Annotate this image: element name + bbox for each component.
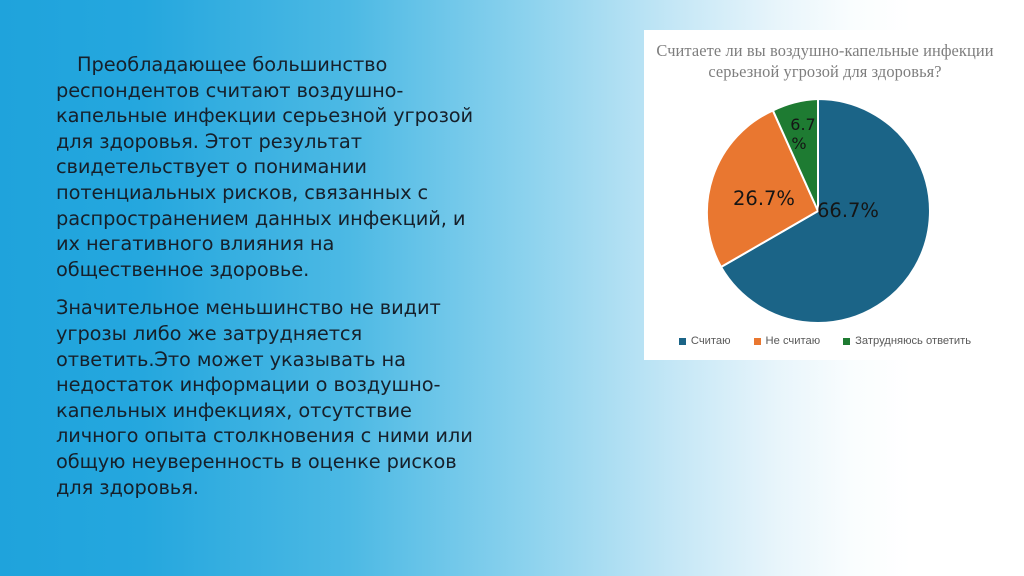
pie-label-zatrudnyayus-value: 6.7 [790,115,815,134]
pie-slice-schitayu[interactable] [719,97,931,324]
body-text-block: Преобладающее большинство респондентов с… [56,52,486,500]
legend-label-schitayu: Считаю [690,335,731,347]
legend-item-schitayu[interactable]: Считаю [678,335,731,347]
legend-swatch-orange-icon [753,337,761,345]
legend-swatch-green-icon [843,337,851,345]
legend-swatch-blue-icon [678,337,686,345]
pie-chart: 66.7% 26.7% 6.7 % [700,93,936,329]
pie-label-zatrudnyayus-percent: % [791,134,806,153]
paragraph-minority-uncertain: Значительное меньшинство не видит угрозы… [56,296,473,499]
legend-item-ne-schitayu[interactable]: Не считаю [753,335,821,347]
legend-label-ne-schitayu: Не считаю [765,335,821,347]
pie-chart-svg: 66.7% 26.7% 6.7 % [705,97,931,324]
paragraph-majority-threat: Преобладающее большинство респондентов с… [56,53,474,281]
pie-label-ne-schitayu: 26.7% [733,187,795,210]
pie-slice-zatrudnyayus[interactable] [771,97,819,212]
legend-label-zatrudnyayus: Затрудняюсь ответить [855,335,972,347]
pie-chart-card: Считаете ли вы воздушно-капельные инфекц… [644,30,1024,360]
legend-item-zatrudnyayus[interactable]: Затрудняюсь ответить [843,335,971,347]
chart-legend: Считаю Не считаю Затрудняюсь ответить [644,335,1006,347]
chart-title: Считаете ли вы воздушно-капельные инфекц… [656,41,994,81]
pie-label-schitayu: 66.7% [817,199,879,222]
